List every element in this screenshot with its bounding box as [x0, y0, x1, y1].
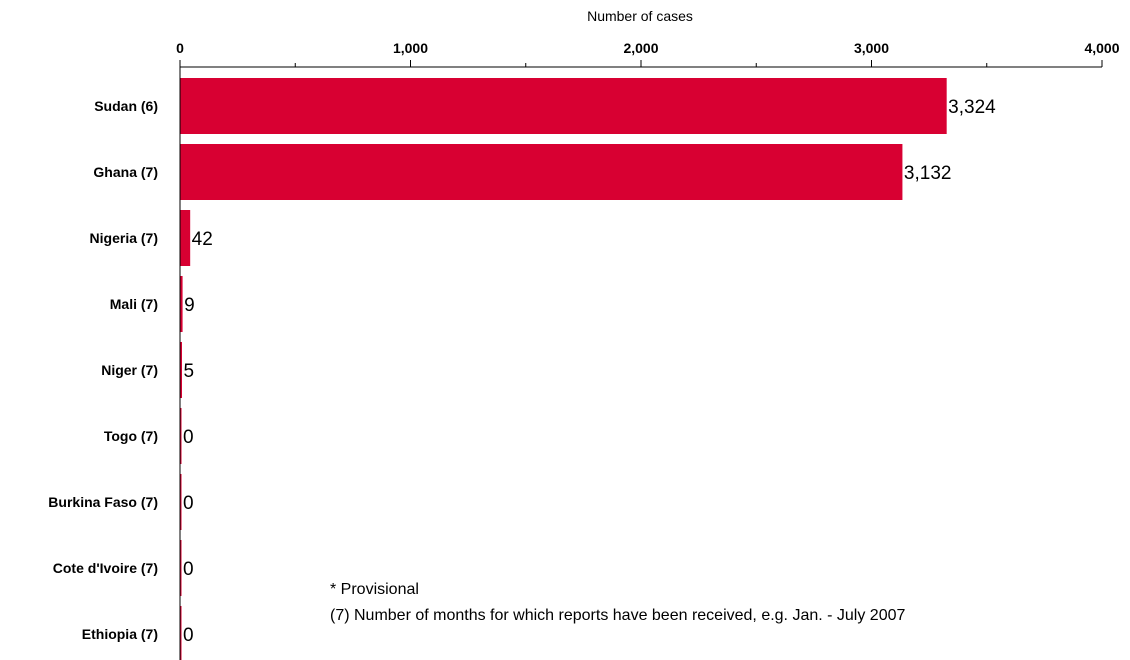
- bar: [180, 210, 191, 266]
- bar: [180, 276, 183, 332]
- bar: [180, 342, 182, 398]
- footnote-provisional: * Provisional: [330, 581, 419, 598]
- value-labels: 3,324 3,132 42 9 5 0 0 0 0: [183, 97, 996, 646]
- value-label: 5: [184, 361, 195, 382]
- bar: [180, 474, 182, 530]
- value-label: 3,324: [948, 97, 996, 118]
- value-label: 0: [183, 493, 194, 514]
- x-tick-label: 2,000: [623, 40, 658, 56]
- bar: [180, 78, 947, 134]
- category-label: Burkina Faso (7): [48, 494, 158, 510]
- value-label: 9: [184, 295, 195, 316]
- bar: [180, 540, 182, 596]
- x-tick-label: 3,000: [854, 40, 889, 56]
- bar: [180, 408, 182, 464]
- category-label: Togo (7): [104, 428, 158, 444]
- x-tick-label: 4,000: [1084, 40, 1119, 56]
- x-tick-label: 1,000: [393, 40, 428, 56]
- category-label: Niger (7): [101, 362, 158, 378]
- category-label: Ghana (7): [93, 164, 158, 180]
- x-tick-label: 0: [176, 40, 184, 56]
- category-label: Nigeria (7): [90, 230, 158, 246]
- bars: [180, 78, 947, 660]
- value-label: 0: [183, 559, 194, 580]
- value-label: 0: [183, 625, 194, 646]
- category-label: Ethiopia (7): [82, 626, 158, 642]
- footnote-months: (7) Number of months for which reports h…: [330, 607, 906, 624]
- value-label: 0: [183, 427, 194, 448]
- x-axis: 0 1,000 2,000 3,000 4,000: [176, 40, 1120, 660]
- bar: [180, 144, 903, 200]
- x-axis-label: Number of cases: [587, 8, 693, 24]
- category-label: Sudan (6): [94, 98, 158, 114]
- bar: [180, 606, 182, 660]
- value-label: 42: [192, 229, 213, 250]
- category-label: Mali (7): [110, 296, 158, 312]
- footnotes: * Provisional (7) Number of months for w…: [330, 577, 905, 629]
- category-label: Cote d'Ivoire (7): [53, 560, 158, 576]
- category-labels: Sudan (6) Ghana (7) Nigeria (7) Mali (7) Nig…: [48, 98, 158, 642]
- value-label: 3,132: [904, 163, 952, 184]
